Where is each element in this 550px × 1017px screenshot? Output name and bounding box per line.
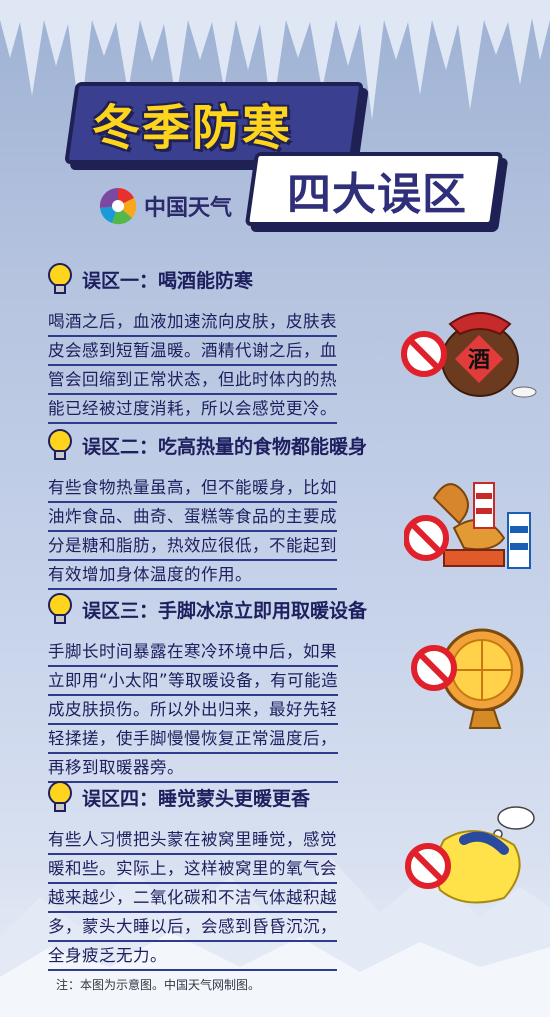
footer-note: 注：本图为示意图。中国天气网制图。 <box>56 978 261 992</box>
main-title: 冬季防寒 <box>92 100 293 156</box>
myth-title-4: 误区四：睡觉蒙头更暖更香 <box>82 787 311 810</box>
sleeping-under-blanket-illustration <box>405 806 535 904</box>
snowy-mountains-decoration <box>0 857 550 1017</box>
lightbulb-icon <box>48 781 72 812</box>
space-heater-illustration <box>411 628 524 729</box>
logo-text: 中国天气 <box>144 196 233 221</box>
lightbulb-icon <box>48 593 72 624</box>
myth-text-1: 喝酒之后，血液加速流向皮肤，皮肤表 皮会感到短暂温暖。酒精代谢之后，血 管会回缩… <box>48 308 337 424</box>
myth-text-3: 手脚长时间暴露在寒冷环境中后，如果 立即用“小太阳”等取暖设备，有可能造 成皮肤… <box>48 638 339 783</box>
fast-food-illustration <box>404 482 531 569</box>
myth-text-2: 有些食物热量虽高，但不能暖身，比如 油炸食品、曲奇、蛋糕等食品的主要成 分是糖和… <box>48 474 337 590</box>
pinwheel-logo-icon <box>99 187 137 225</box>
myth-title-1: 误区一：喝酒能防寒 <box>82 269 254 292</box>
lightbulb-icon <box>48 429 72 460</box>
myth-title-2: 误区二：吃高热量的食物都能暖身 <box>82 435 368 458</box>
wine-jar-label: 酒 <box>468 348 490 373</box>
weather-logo: 中国天气 <box>98 186 232 226</box>
myth-title-3: 误区三：手脚冰凉立即用取暖设备 <box>82 599 368 622</box>
icicles-decoration <box>0 0 550 120</box>
wine-jar-illustration: 酒 <box>401 312 537 398</box>
lightbulb-icon <box>48 263 72 294</box>
subtitle: 四大误区 <box>287 169 467 220</box>
myth-text-4: 有些人习惯把头蒙在被窝里睡觉，感觉 暖和些。实际上，这样被窝里的氧气会 越来越少… <box>48 826 337 971</box>
